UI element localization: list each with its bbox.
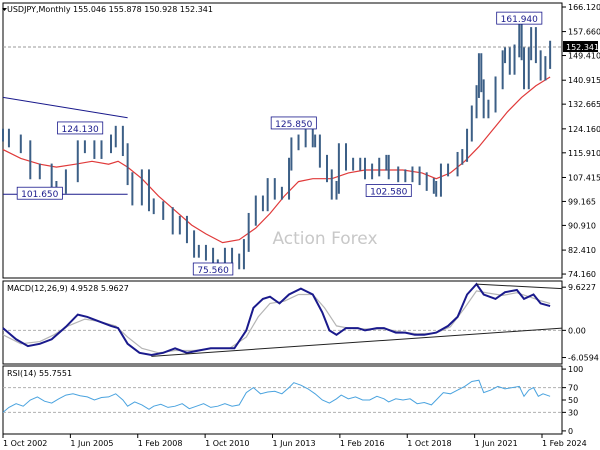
macd-y-tick-label: 9.6227 xyxy=(568,283,596,292)
annotation-box xyxy=(57,121,104,135)
price-y-tick-label: 90.910 xyxy=(568,221,596,230)
annotation-label: 125.850 xyxy=(275,120,312,130)
price-y-tick-label: 149.410 xyxy=(568,52,600,61)
rsi-panel: RSI(14) 55.7551 100 70 50 30 0 xyxy=(2,365,583,436)
price-annotation: 125.850 xyxy=(270,116,317,130)
watermark: Action Forex xyxy=(272,229,377,249)
x-tick-label: 1 Feb 2024 xyxy=(542,439,587,448)
rsi-y-tick-label: 70 xyxy=(568,384,578,393)
price-annotation: 75.560 xyxy=(192,262,234,276)
x-tick-label: 1 Oct 2002 xyxy=(3,439,47,448)
macd-panel: MACD(12,26,9) 4.9528 5.9627 9.6227 0.00 -6.… xyxy=(2,280,599,365)
x-tick-label: 1 Jun 2005 xyxy=(70,439,113,448)
annotation-box xyxy=(16,186,63,200)
price-frame xyxy=(2,2,563,279)
x-tick-label: 1 Jun 2021 xyxy=(475,439,518,448)
price-y-tick-label: 107.415 xyxy=(568,173,600,182)
annotation-box xyxy=(365,184,412,197)
annotation-box xyxy=(192,262,234,276)
macd-label: MACD(12,26,9) 4.9528 5.9627 xyxy=(7,284,129,293)
rsi-y-tick-label: 50 xyxy=(568,396,578,405)
macd-trendline xyxy=(151,327,563,357)
price-annotation: 124.130 xyxy=(57,121,104,135)
rsi-line xyxy=(2,379,551,413)
rsi-y-tick-label: 100 xyxy=(568,365,583,374)
last-price-box xyxy=(563,41,598,53)
price-panel: Action Forex 161.940 124.130 125.850 101.650… xyxy=(2,2,600,279)
annotation-box xyxy=(496,11,543,25)
last-price-badge: 152.341 xyxy=(563,41,599,53)
x-tick-label: 1 Feb 2016 xyxy=(340,439,385,448)
price-y-tick-label: 115.910 xyxy=(568,149,600,158)
price-y-tick-label: 99.165 xyxy=(568,197,596,206)
rsi-frame xyxy=(2,365,563,435)
x-tick-label: 1 Feb 2008 xyxy=(138,439,183,448)
price-y-tick-label: 124.160 xyxy=(568,125,600,134)
annotation-label: 101.650 xyxy=(21,190,58,200)
rsi-label: RSI(14) 55.7551 xyxy=(7,369,72,378)
price-trendline xyxy=(2,96,128,119)
price-annotation: 161.940 xyxy=(496,11,543,25)
annotation-label: 124.130 xyxy=(62,125,99,135)
annotation-label: 75.560 xyxy=(197,266,229,276)
chart-title: USDJPY,Monthly xyxy=(7,5,71,14)
x-tick-label: 1 Oct 2018 xyxy=(407,439,451,448)
annotation-box xyxy=(270,116,317,130)
price-y-tick-label: 157.660 xyxy=(568,28,600,37)
price-y-tick-label: 166.120 xyxy=(568,3,600,12)
annotation-label: 102.580 xyxy=(370,188,407,198)
x-tick-label: 1 Jun 2013 xyxy=(273,439,316,448)
rsi-y-tick-label: 0 xyxy=(568,427,573,436)
rsi-y-tick-label: 30 xyxy=(568,408,578,417)
ohlc-values: 155.046 155.878 150.928 152.341 xyxy=(73,5,213,14)
price-y-tick-label: 74.160 xyxy=(568,270,596,279)
last-price-label: 152.341 xyxy=(566,43,599,52)
title-arrow-icon xyxy=(2,8,7,11)
macd-trendline xyxy=(476,283,563,290)
x-tick-label: 1 Oct 2010 xyxy=(205,439,249,448)
price-y-tick-label: 132.665 xyxy=(568,100,600,109)
price-annotation: 102.580 xyxy=(365,184,412,198)
macd-frame xyxy=(2,280,563,365)
macd-line xyxy=(2,282,551,357)
x-axis: 1 Oct 2002 1 Jun 2005 1 Feb 2008 1 Oct 2010… xyxy=(2,434,587,448)
price-y-tick-label: 140.915 xyxy=(568,76,600,85)
macd-y-tick-label: 0.00 xyxy=(568,326,586,335)
price-annotation: 101.650 xyxy=(16,186,63,200)
price-y-tick-label: 82.410 xyxy=(568,246,596,255)
macd-y-tick-label: -6.0594 xyxy=(568,354,599,363)
annotation-label: 161.940 xyxy=(501,15,538,25)
